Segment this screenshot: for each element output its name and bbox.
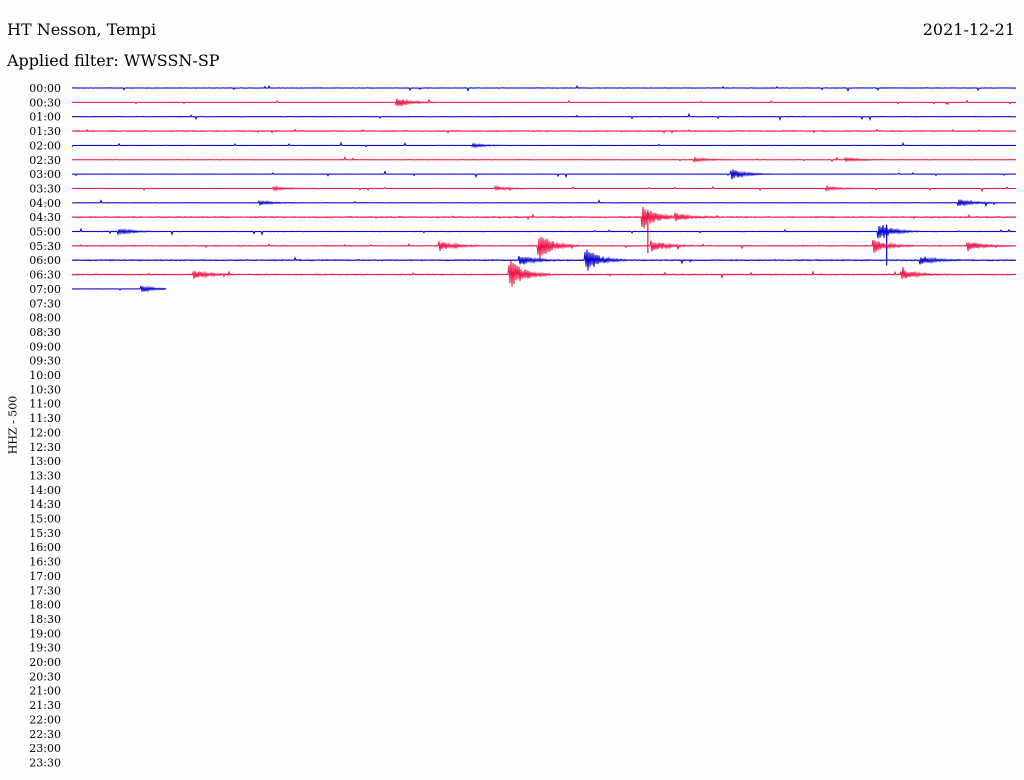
time-tick-label: 19:00: [29, 627, 61, 640]
time-tick-label: 22:30: [29, 728, 61, 741]
seismic-traces: [71, 84, 1017, 293]
time-tick-label: 05:30: [29, 240, 61, 253]
time-tick-label: 16:30: [29, 556, 61, 569]
time-tick-label: 11:30: [29, 412, 61, 425]
time-tick-label: 17:00: [29, 570, 61, 583]
time-tick-label: 16:00: [29, 541, 61, 554]
time-tick-label: 20:00: [29, 656, 61, 669]
time-tick-label: 15:00: [29, 513, 61, 526]
trace-row: [71, 128, 1017, 134]
time-tick-label: 08:30: [29, 326, 61, 339]
trace-row: [71, 260, 1017, 287]
time-tick-label: 00:30: [29, 96, 61, 109]
time-tick-label: 14:30: [29, 498, 61, 511]
station-title: HT Nesson, Tempi: [7, 20, 157, 39]
time-tick-label: 10:00: [29, 369, 61, 382]
trace-row: [71, 249, 1017, 271]
time-tick-label: 09:30: [29, 355, 61, 368]
time-tick-label: 12:30: [29, 441, 61, 454]
time-tick-label: 22:00: [29, 713, 61, 726]
time-tick-label: 04:30: [29, 211, 61, 224]
time-tick-label: 07:00: [29, 283, 61, 296]
time-tick-label: 08:00: [29, 312, 61, 325]
time-tick-label: 01:00: [29, 111, 61, 124]
time-tick-label: 00:00: [29, 82, 61, 95]
time-tick-label: 02:00: [29, 139, 61, 152]
trace-row: [71, 184, 1017, 193]
time-tick-label: 09:00: [29, 340, 61, 353]
time-tick-label: 04:00: [29, 197, 61, 210]
time-tick-label: 02:30: [29, 154, 61, 167]
time-tick-label: 12:00: [29, 426, 61, 439]
time-tick-label: 18:30: [29, 613, 61, 626]
trace-row: [71, 98, 1017, 107]
trace-row: [71, 155, 1017, 163]
time-tick-label: 21:30: [29, 699, 61, 712]
time-tick-label: 01:30: [29, 125, 61, 138]
time-tick-label: 03:00: [29, 168, 61, 181]
time-tick-label: 05:00: [29, 226, 61, 239]
trace-row: [71, 141, 1017, 149]
time-tick-label: 23:00: [29, 742, 61, 755]
time-tick-label: 23:30: [29, 756, 61, 769]
time-tick-label: 15:30: [29, 527, 61, 540]
trace-row: [71, 224, 1017, 239]
trace-row: [71, 112, 1017, 122]
filter-label: Applied filter: WWSSN-SP: [7, 51, 220, 70]
trace-row: [71, 236, 1017, 260]
trace-row: [71, 206, 1017, 229]
time-tick-label: 06:00: [29, 254, 61, 267]
time-tick-label: 19:30: [29, 642, 61, 655]
trace-row: [71, 169, 1017, 180]
time-tick-label: 13:30: [29, 469, 61, 482]
time-tick-label: 20:30: [29, 670, 61, 683]
trace-row: [71, 84, 1017, 93]
trace-row: [71, 285, 167, 293]
time-tick-label: 03:30: [29, 182, 61, 195]
date-label: 2021-12-21: [922, 20, 1015, 39]
time-tick-label: 17:30: [29, 584, 61, 597]
time-tick-label: 10:30: [29, 383, 61, 396]
trace-row: [71, 199, 1017, 208]
time-tick-label: 11:00: [29, 398, 61, 411]
time-tick-label: 18:00: [29, 599, 61, 612]
time-tick-label: 13:00: [29, 455, 61, 468]
time-tick-label: 06:30: [29, 269, 61, 282]
time-tick-label: 21:00: [29, 685, 61, 698]
time-tick-label: 07:30: [29, 297, 61, 310]
time-tick-label: 14:00: [29, 484, 61, 497]
